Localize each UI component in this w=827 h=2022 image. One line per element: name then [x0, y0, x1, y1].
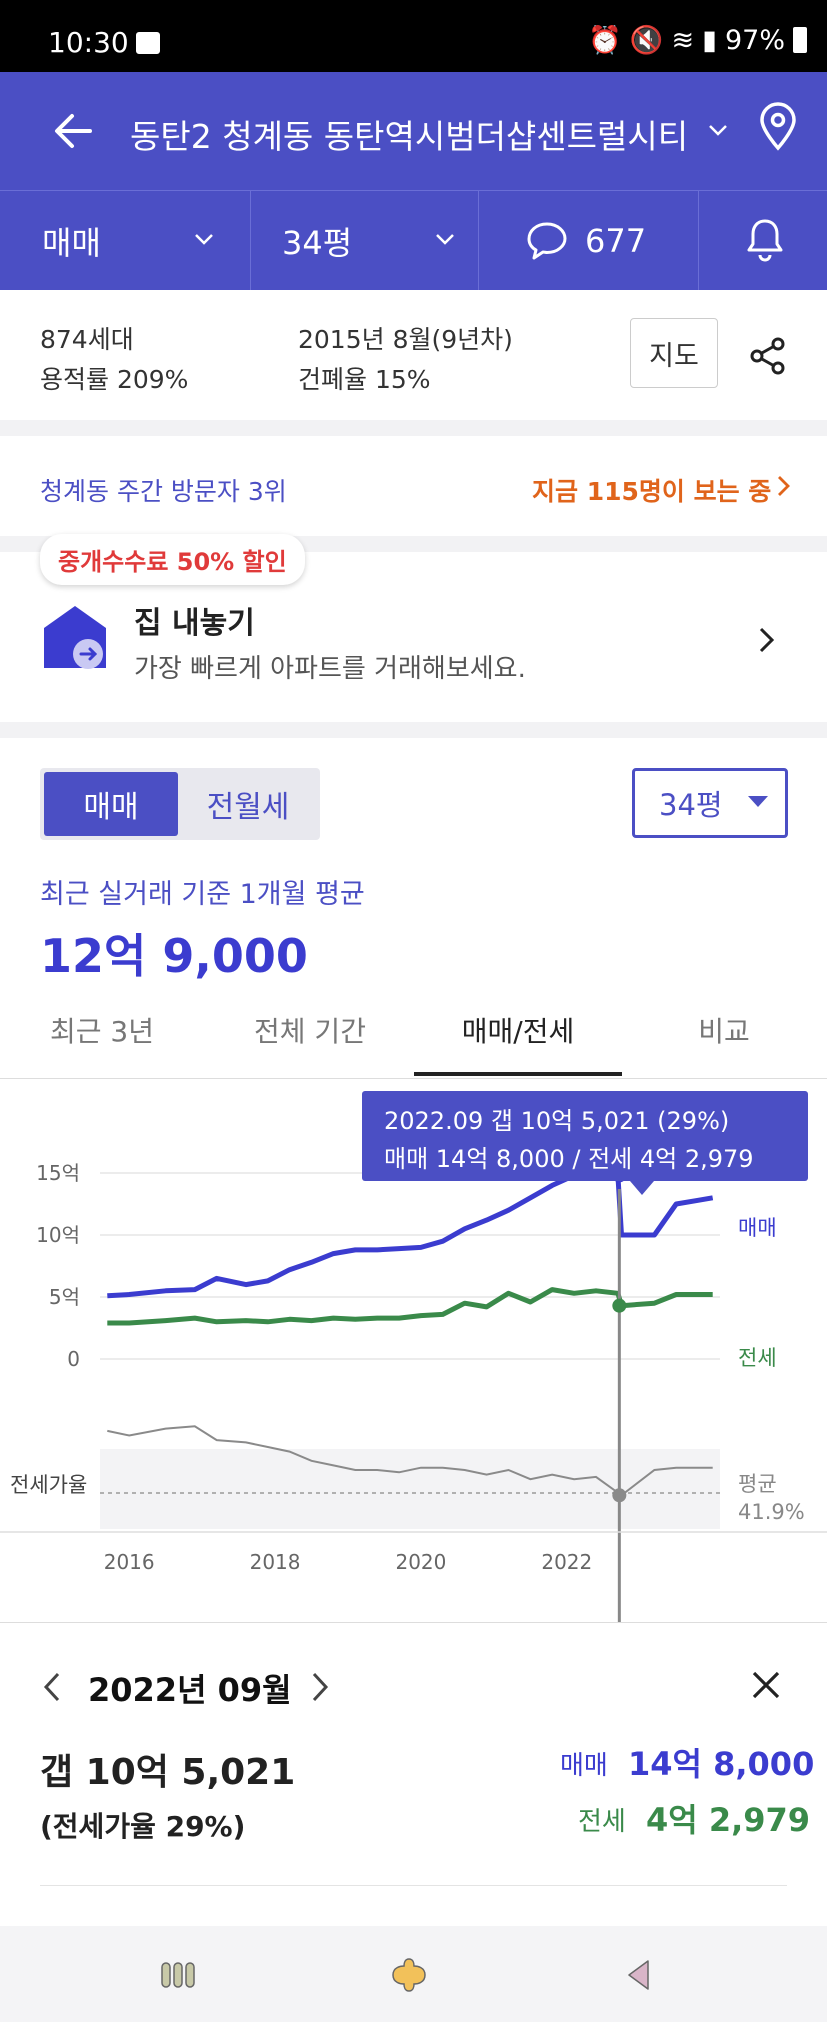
detail-ratio: (전세가율 29%)	[40, 1810, 246, 1843]
y-tick-label: 5억	[49, 1285, 80, 1309]
chevron-down-icon[interactable]	[194, 233, 214, 247]
now-viewing: 지금 115명이 보는 중	[532, 477, 772, 506]
detail-sale-label: 매매	[560, 1751, 608, 1781]
back-icon[interactable]	[624, 1958, 654, 1992]
tooltip-line-1: 2022.09 갭 10억 5,021 (29%)	[384, 1107, 729, 1135]
floor-area-ratio: 용적률 209%	[40, 365, 189, 394]
chart-grid	[100, 1172, 720, 1360]
y-tick-label: 0	[67, 1347, 80, 1371]
location-pin-icon[interactable]	[758, 102, 798, 152]
detail-month: 2022년 09월	[88, 1671, 292, 1709]
sell-home-card[interactable]: 중개수수료 50% 할인 집 내놓기 가장 빠르게 아파트를 거래해보세요.	[0, 534, 827, 722]
comment-count[interactable]: 677	[585, 222, 647, 260]
price-value: 12억 9,000	[40, 929, 308, 983]
tab-recent-3y[interactable]: 최근 3년	[50, 1015, 154, 1048]
ratio-cursor-dot	[612, 1488, 627, 1503]
filter-bar: 매매 34평 677	[0, 190, 827, 291]
legend-jeonse: 전세	[738, 1346, 777, 1370]
visitor-rank: 청계동 주간 방문자 3위	[40, 477, 287, 506]
tab-active-indicator	[414, 1072, 622, 1076]
complex-info: 874세대 용적률 209% 2015년 8월(9년차) 건폐율 15% 지도	[0, 290, 827, 420]
x-tick-label: 2022	[541, 1550, 592, 1574]
ratio-line	[107, 1425, 713, 1497]
alarm-icon: ⏰	[588, 25, 622, 56]
households: 874세대	[40, 325, 134, 354]
comment-icon[interactable]	[525, 219, 569, 263]
ratio-axis-label: 전세가율	[10, 1473, 87, 1497]
x-tick-label: 2020	[395, 1550, 446, 1574]
chevron-right-icon	[778, 476, 790, 496]
close-icon[interactable]	[750, 1669, 782, 1701]
caret-down-icon	[748, 796, 768, 807]
size-dropdown[interactable]: 34평	[632, 768, 788, 838]
chevron-down-icon[interactable]	[708, 124, 728, 138]
tooltip-pointer	[630, 1181, 654, 1195]
legend-average-value: 41.9%	[738, 1500, 805, 1524]
chevron-down-icon[interactable]	[435, 233, 455, 247]
segment-rent[interactable]: 전월세	[206, 790, 290, 825]
tab-compare[interactable]: 비교	[698, 1015, 750, 1048]
detail-jeonse-label: 전세	[578, 1807, 626, 1837]
y-tick-label: 10억	[36, 1223, 80, 1247]
chevron-right-icon[interactable]	[310, 1671, 330, 1703]
detail-sale-value: 14억 8,000	[628, 1745, 815, 1783]
price-caption: 최근 실거래 기준 1개월 평균	[40, 879, 365, 910]
ratio-band	[100, 1449, 720, 1529]
bell-icon[interactable]	[744, 217, 786, 263]
share-icon[interactable]	[748, 336, 788, 376]
chevron-right-icon	[759, 627, 775, 653]
signal-icon: ▮	[702, 24, 717, 56]
sell-title: 집 내놓기	[134, 606, 255, 641]
size-select[interactable]: 34평	[282, 191, 442, 291]
complex-title[interactable]: 동탄2 청계동 동탄역시범더샵센트럴시티	[130, 117, 689, 156]
trade-type-label: 매매	[42, 224, 101, 262]
mute-icon: 🔇	[629, 25, 664, 56]
x-tick-label: 2016	[104, 1550, 155, 1574]
chart-tooltip	[362, 1091, 808, 1181]
recent-apps-icon[interactable]	[160, 1960, 196, 1990]
jeonse-cursor-dot	[612, 1298, 627, 1313]
segment-sale[interactable]: 매매	[44, 772, 178, 836]
battery-icon	[793, 27, 807, 53]
x-tick-label: 2018	[250, 1550, 301, 1574]
tooltip-line-2: 매매 14억 8,000 / 전세 4억 2,979	[384, 1145, 754, 1173]
battery-text: 97%	[724, 24, 785, 56]
tab-all-period[interactable]: 전체 기간	[254, 1015, 366, 1048]
legend-sale: 매매	[738, 1216, 777, 1240]
wifi-icon: ≋	[671, 24, 695, 56]
month-detail-panel: 2022년 09월 갭 10억 5,021 (전세가율 29%) 매매 14억 …	[0, 1622, 827, 1922]
y-tick-label: 15억	[36, 1161, 80, 1185]
sell-subtitle: 가장 빠르게 아파트를 거래해보세요.	[134, 654, 526, 684]
price-chart[interactable]: 15억 10억 5억 0 2016 2018 2020 2022 전세가율 매매 전세 평균…	[0, 1079, 827, 1622]
status-bar: 10:30 ⏰ 🔇 ≋ ▮ 97%	[0, 0, 827, 72]
legend-average: 평균	[738, 1472, 777, 1496]
back-arrow-icon[interactable]	[50, 108, 96, 154]
detail-gap: 갭 10억 5,021	[40, 1752, 296, 1793]
detail-jeonse-value: 4억 2,979	[646, 1801, 811, 1839]
size-label: 34평	[282, 224, 353, 262]
fee-discount-badge: 중개수수료 50% 할인	[40, 534, 305, 585]
map-button[interactable]: 지도	[630, 318, 718, 388]
building-coverage: 건폐율 15%	[298, 365, 431, 394]
built-date: 2015년 8월(9년차)	[298, 325, 513, 354]
trade-type-select[interactable]: 매매	[42, 191, 222, 291]
top-app-bar: 동탄2 청계동 동탄역시범더샵센트럴시티	[0, 72, 827, 190]
status-time: 10:30	[48, 26, 129, 59]
system-nav-bar	[0, 1926, 827, 2022]
gallery-notification-icon	[136, 32, 160, 54]
house-sell-icon	[44, 606, 106, 669]
chevron-left-icon[interactable]	[42, 1671, 62, 1703]
visitor-row[interactable]: 청계동 주간 방문자 3위 지금 115명이 보는 중	[0, 436, 827, 536]
tab-sale-jeonse[interactable]: 매매/전세	[461, 1015, 575, 1048]
home-icon[interactable]	[390, 1956, 428, 1994]
